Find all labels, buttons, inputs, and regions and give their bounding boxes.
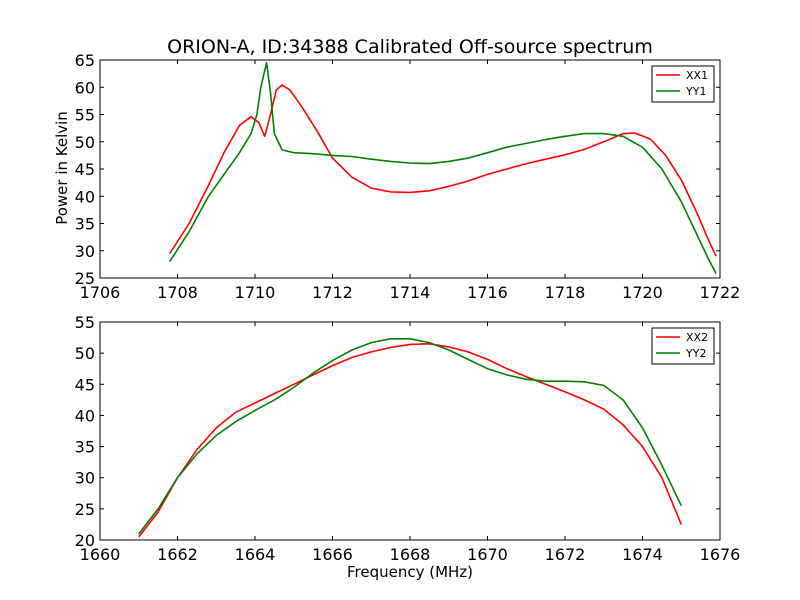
top-plot: 1706 1708 1710 1712 1714 1716 1718 1720 1722 25 30… [75, 51, 741, 302]
top-y-tick-label: 30 [75, 242, 95, 261]
bottom-x-tick-label: 1672 [545, 545, 586, 564]
bottom-x-tick-label: 1660 [80, 545, 121, 564]
top-x-tick-label: 1720 [622, 283, 663, 302]
top-legend-box [651, 65, 715, 103]
top-series-line-yy1 [169, 61, 717, 274]
bottom-x-tick-label: 1674 [622, 545, 663, 564]
bottom-legend-label-xx2: XX2 [686, 331, 708, 344]
bottom-y-tick-label: 30 [75, 469, 95, 488]
bottom-y-tick-label: 35 [75, 438, 95, 457]
bottom-legend-label-yy2: YY2 [685, 347, 706, 360]
figure-title: ORION-A, ID:34388 Calibrated Off-source … [167, 36, 653, 58]
top-y-tick-label: 50 [75, 133, 95, 152]
top-x-tick-label: 1706 [80, 283, 121, 302]
bottom-series-line-yy2 [138, 338, 683, 535]
bottom-y-tick-label: 50 [75, 344, 95, 363]
bottom-x-tick-label: 1670 [467, 545, 508, 564]
bottom-y-tick-label: 45 [75, 375, 95, 394]
bottom-y-tick-label: 55 [75, 313, 95, 332]
top-x-tick-label: 1722 [700, 283, 741, 302]
bottom-y-tick-label: 40 [75, 406, 95, 425]
top-y-tick-label: 60 [75, 78, 95, 97]
top-y-tick-label: 65 [75, 51, 95, 70]
top-legend-label-xx1: XX1 [686, 69, 708, 82]
bottom-y-tick-label: 25 [75, 500, 95, 519]
bottom-x-tick-label: 1662 [157, 545, 198, 564]
bottom-y-tick-label: 20 [75, 531, 95, 550]
top-y-tick-label: 45 [75, 160, 95, 179]
bottom-legend-box [651, 327, 715, 365]
top-x-tick-label: 1712 [312, 283, 353, 302]
top-x-tick-label: 1710 [235, 283, 276, 302]
top-y-tick-label: 35 [75, 215, 95, 234]
top-x-tick-label: 1708 [157, 283, 198, 302]
bottom-series-line-xx2 [138, 343, 683, 538]
bottom-x-tick-label: 1676 [700, 545, 741, 564]
bottom-plot-x-axis-label: Frequency (MHz) [347, 563, 473, 581]
bottom-x-tick-label: 1666 [312, 545, 353, 564]
top-x-tick-label: 1716 [467, 283, 508, 302]
bottom-x-tick-label: 1668 [390, 545, 431, 564]
top-plot-y-axis-label: Power in Kelvin [53, 111, 71, 225]
top-y-tick-label: 55 [75, 106, 95, 125]
bottom-plot: 1660 1662 1664 1666 1668 1670 1672 1674 1676 20 25… [75, 313, 741, 564]
top-legend-label-yy1: YY1 [685, 85, 706, 98]
top-x-tick-label: 1714 [390, 283, 431, 302]
top-series-line-xx1 [169, 84, 717, 257]
top-x-tick-label: 1718 [545, 283, 586, 302]
top-y-tick-label: 40 [75, 187, 95, 206]
top-y-tick-label: 25 [75, 269, 95, 288]
bottom-x-tick-label: 1664 [235, 545, 276, 564]
